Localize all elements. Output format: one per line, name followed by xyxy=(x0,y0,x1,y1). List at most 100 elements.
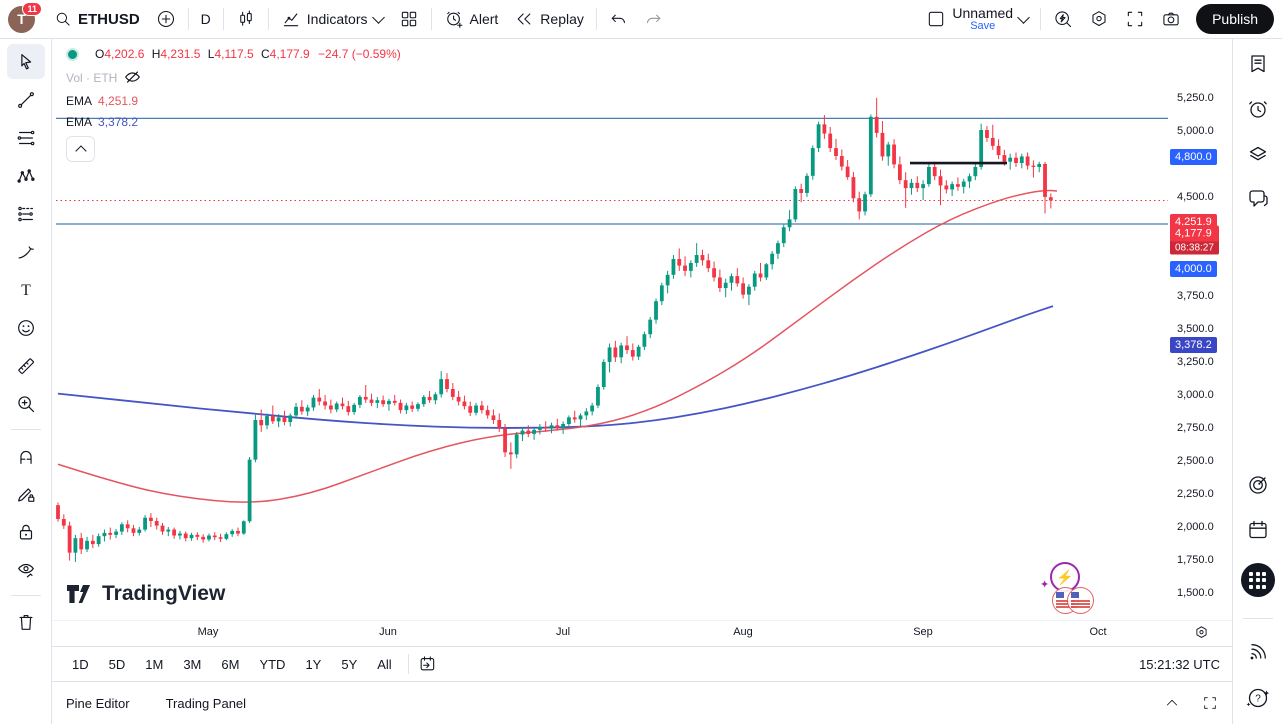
trend-line-tool-button[interactable] xyxy=(7,82,45,117)
month-label[interactable]: Sep xyxy=(913,626,933,638)
fullscreen-button[interactable] xyxy=(1118,5,1152,33)
ruler-icon xyxy=(17,357,34,374)
replay-icon xyxy=(517,13,531,25)
range-button-5y[interactable]: 5Y xyxy=(341,656,358,672)
save-label[interactable]: Save xyxy=(970,19,996,32)
magnet-mode-button[interactable] xyxy=(7,438,45,473)
tab-pine-editor[interactable]: Pine Editor xyxy=(66,695,130,711)
search-icon xyxy=(56,12,70,26)
apps-menu-button[interactable] xyxy=(1240,563,1275,597)
range-button-3m[interactable]: 3M xyxy=(183,656,202,672)
drawing-mode-button[interactable] xyxy=(7,476,45,511)
broadcasts-button[interactable] xyxy=(1246,640,1270,664)
month-label[interactable]: Jul xyxy=(555,626,571,638)
undo-button[interactable] xyxy=(602,6,635,33)
range-button-ytd[interactable]: YTD xyxy=(259,656,286,672)
ema-slow-row[interactable]: EMA 3,378.2 xyxy=(66,115,401,129)
redo-button[interactable] xyxy=(637,6,670,33)
month-label[interactable]: Jun xyxy=(379,626,397,638)
forecast-tool-button[interactable] xyxy=(7,196,45,231)
text-tool-button[interactable]: T xyxy=(7,272,45,307)
range-button-all[interactable]: All xyxy=(377,656,392,672)
axis-settings-button[interactable] xyxy=(1193,624,1210,641)
timezone-clock[interactable]: 15:21:32 UTC xyxy=(1139,656,1220,672)
symbol-search-button[interactable]: ETHUSD xyxy=(47,6,147,32)
panel-expand-button[interactable] xyxy=(1164,695,1180,711)
indicators-button[interactable]: Indicators xyxy=(274,5,390,33)
replay-button[interactable]: Replay xyxy=(507,5,591,33)
right-sidebar: ? xyxy=(1232,39,1282,724)
measure-tool-button[interactable] xyxy=(7,348,45,383)
panel-maximize-button[interactable] xyxy=(1202,695,1218,711)
help-button[interactable]: ? xyxy=(1245,685,1271,716)
cursor-icon xyxy=(20,53,31,69)
lock-drawings-button[interactable] xyxy=(7,514,45,549)
economic-event-icons[interactable]: ✦ ⚡ xyxy=(1034,562,1124,642)
redo-icon xyxy=(646,14,661,23)
replay-label: Replay xyxy=(540,11,584,27)
svg-text:T: T xyxy=(21,282,31,299)
chevron-down-icon xyxy=(371,11,385,24)
chart-pane[interactable]: O4,202.6 H4,231.5 L4,117.5 C4,177.9 −24.… xyxy=(52,39,1232,632)
price-tick: 3,000.0 xyxy=(1177,389,1214,401)
layout-grid-button[interactable] xyxy=(392,5,426,33)
maximize-icon xyxy=(1204,697,1216,709)
alert-button[interactable]: Alert xyxy=(437,5,506,33)
hide-drawings-button[interactable] xyxy=(7,552,45,587)
legend-collapse-button[interactable] xyxy=(66,136,95,162)
ohlc-row[interactable]: O4,202.6 H4,231.5 L4,117.5 C4,177.9 −24.… xyxy=(66,47,401,61)
price-badge: 4,000.0 xyxy=(1170,261,1217,277)
range-button-5d[interactable]: 5D xyxy=(108,656,126,672)
tradingview-watermark[interactable]: TradingView xyxy=(66,582,225,606)
eye-off-icon[interactable] xyxy=(123,68,142,87)
alerts-button[interactable] xyxy=(1246,97,1270,121)
calendar-icon xyxy=(1248,520,1267,539)
chat-button[interactable] xyxy=(1246,187,1270,211)
price-axis[interactable]: 5,250.0 5,000.0 4,500.0 3,750.0 3,500.0 3,250… xyxy=(1168,39,1232,632)
chevron-up-icon xyxy=(1166,699,1178,706)
trend-line-icon xyxy=(17,91,34,108)
interval-button[interactable]: D xyxy=(194,7,218,31)
volume-row[interactable]: Vol · ETH xyxy=(66,68,401,87)
high-label: H xyxy=(151,47,161,61)
quick-search-button[interactable] xyxy=(1046,5,1080,33)
user-avatar[interactable]: T 11 xyxy=(8,1,42,33)
fib-retracement-tool-button[interactable] xyxy=(7,120,45,155)
range-button-1m[interactable]: 1M xyxy=(145,656,164,672)
range-button-6m[interactable]: 6M xyxy=(221,656,240,672)
calendar-button[interactable] xyxy=(1246,518,1270,542)
symbol-status-dot xyxy=(66,47,79,61)
date-range-buttons: 1D 5D 1M 3M 6M YTD 1Y 5Y All xyxy=(64,653,400,676)
compare-add-button[interactable] xyxy=(149,5,183,33)
emoji-tool-button[interactable] xyxy=(7,310,45,345)
candlestick-plot[interactable] xyxy=(52,39,1168,620)
month-label[interactable]: May xyxy=(197,626,219,638)
month-label[interactable]: Aug xyxy=(733,626,753,638)
ema-fast-row[interactable]: EMA 4,251.9 xyxy=(66,94,401,108)
publish-button[interactable]: Publish xyxy=(1196,3,1274,34)
close-value: 4,177.9 xyxy=(269,47,310,61)
chart-type-button[interactable] xyxy=(229,5,263,33)
price-badge: 3,378.2 xyxy=(1170,337,1217,354)
range-button-1d[interactable]: 1D xyxy=(72,656,89,672)
tab-trading-panel[interactable]: Trading Panel xyxy=(165,695,247,711)
object-tree-button[interactable] xyxy=(1246,142,1270,166)
cursor-tool-button[interactable] xyxy=(6,44,45,79)
chevron-down-icon xyxy=(1017,11,1030,24)
forecast-icon xyxy=(17,206,33,221)
price-tick: 1,500.0 xyxy=(1177,587,1214,599)
brush-tool-button[interactable] xyxy=(7,234,45,269)
layout-select-button[interactable]: Unnamed Save xyxy=(919,2,1035,36)
range-button-1y[interactable]: 1Y xyxy=(305,656,322,672)
zoom-in-tool-button[interactable] xyxy=(7,386,45,421)
remove-drawings-button[interactable] xyxy=(7,604,45,639)
pattern-tool-button[interactable] xyxy=(7,158,45,193)
screener-button[interactable] xyxy=(1246,473,1270,497)
watchlist-button[interactable] xyxy=(1246,52,1270,76)
notification-badge: 11 xyxy=(22,1,42,16)
time-axis[interactable]: May Jun Jul Aug Sep Oct xyxy=(52,620,1232,647)
screenshot-button[interactable] xyxy=(1154,5,1188,33)
settings-button[interactable] xyxy=(1082,5,1116,33)
go-to-date-button[interactable] xyxy=(417,654,437,674)
month-label[interactable]: Oct xyxy=(1089,626,1107,638)
